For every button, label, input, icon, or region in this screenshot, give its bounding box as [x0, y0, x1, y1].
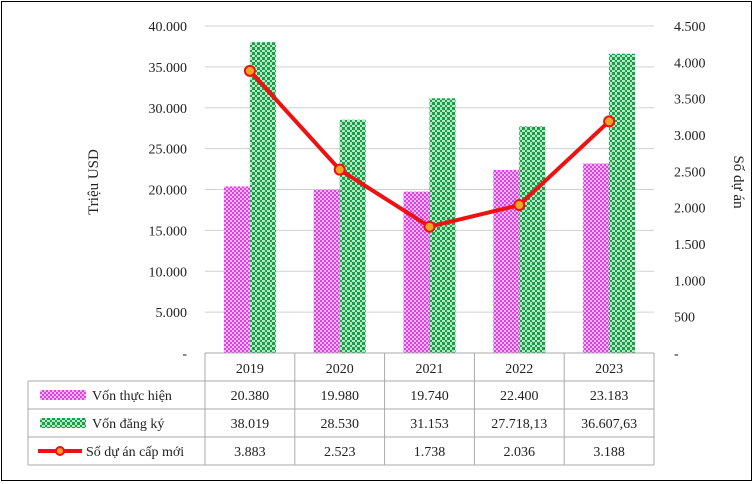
bar-von-thuc-hien	[403, 191, 430, 353]
data-label: 28.530	[320, 417, 359, 432]
line-point	[603, 115, 616, 128]
legend-entry: Vốn đăng ký	[92, 417, 164, 432]
bar-von-thuc-hien	[493, 169, 520, 353]
legend-entry: Vốn thực hiện	[92, 389, 172, 404]
y-tick-label: 35.000	[149, 61, 188, 76]
y-tick-label: 15.000	[149, 224, 188, 239]
bar-von-thuc-hien	[313, 189, 340, 353]
x-tick-label: 2021	[416, 362, 444, 377]
data-label: 27.718,13	[491, 417, 547, 432]
x-tick-label: 2023	[595, 362, 623, 377]
bar-von-thuc-hien	[223, 186, 250, 353]
data-label: 19.740	[410, 389, 449, 404]
y2-tick-label: 4.500	[674, 20, 706, 35]
data-label: 23.183	[590, 389, 629, 404]
y-tick-label: 40.000	[149, 20, 188, 35]
y-tick-label: 30.000	[149, 102, 188, 117]
y-tick-label: 5.000	[156, 306, 188, 321]
y2-tick-label: 3.500	[674, 93, 706, 108]
bar-von-dang-ky	[609, 53, 636, 353]
data-label: 36.607,63	[581, 417, 637, 432]
line-series	[243, 64, 616, 233]
data-label: 2.523	[324, 445, 356, 460]
data-label: 3.883	[234, 445, 266, 460]
y2-tick-label: 1.000	[674, 274, 706, 289]
y2-tick-label: 1.500	[674, 238, 706, 253]
y2-axis-title: Số dự án	[730, 155, 746, 209]
data-label: 3.188	[593, 445, 625, 460]
data-label: 22.400	[500, 389, 539, 404]
data-label: 19.980	[320, 389, 359, 404]
line-point	[333, 163, 346, 176]
data-label: 2.036	[504, 445, 536, 460]
y-axis-title: Triệu USD	[86, 149, 102, 215]
y2-tick-label: 2.500	[674, 165, 706, 180]
data-label: 1.738	[414, 445, 446, 460]
y2-tick-label: 2.000	[674, 202, 706, 217]
y2-tick-label: -	[674, 347, 679, 362]
data-label: 38.019	[231, 417, 270, 432]
y2-axis-ticks: - 500 1.000 1.500 2.000 2.500 3.000 3.500 4.000 4…	[674, 20, 706, 362]
y2-tick-label: 500	[674, 311, 695, 326]
bars	[223, 42, 636, 354]
y-tick-label: 25.000	[149, 143, 188, 158]
bar-von-dang-ky	[519, 126, 546, 353]
line-point	[513, 199, 526, 212]
data-table: 2019 2020 2021 2022 2023 Vốn thực hiện 20.380 1…	[27, 352, 655, 466]
data-label: 20.380	[231, 389, 270, 404]
line-point	[243, 64, 256, 77]
y-tick-label: 10.000	[149, 265, 188, 280]
legend-entry: Số dự án cấp mới	[86, 445, 184, 460]
line-point	[423, 220, 436, 233]
y2-tick-label: 3.000	[674, 129, 706, 144]
bar-von-thuc-hien	[583, 163, 610, 353]
legend-key	[40, 390, 86, 400]
y2-tick-label: 4.000	[674, 56, 706, 71]
legend-key	[40, 418, 86, 428]
y-tick-label: 20.000	[149, 184, 188, 199]
bar-von-dang-ky	[339, 119, 366, 354]
y-axis-ticks: - 5.000 10.000 15.000 20.000 25.000 30.000 35.0…	[149, 20, 188, 362]
x-tick-label: 2019	[236, 362, 264, 377]
y-tick-label: -	[182, 347, 187, 362]
x-tick-label: 2022	[505, 362, 533, 377]
x-tick-label: 2020	[326, 362, 354, 377]
data-label: 31.153	[410, 417, 449, 432]
bar-von-dang-ky	[249, 42, 276, 354]
legend-key-marker	[55, 446, 65, 456]
